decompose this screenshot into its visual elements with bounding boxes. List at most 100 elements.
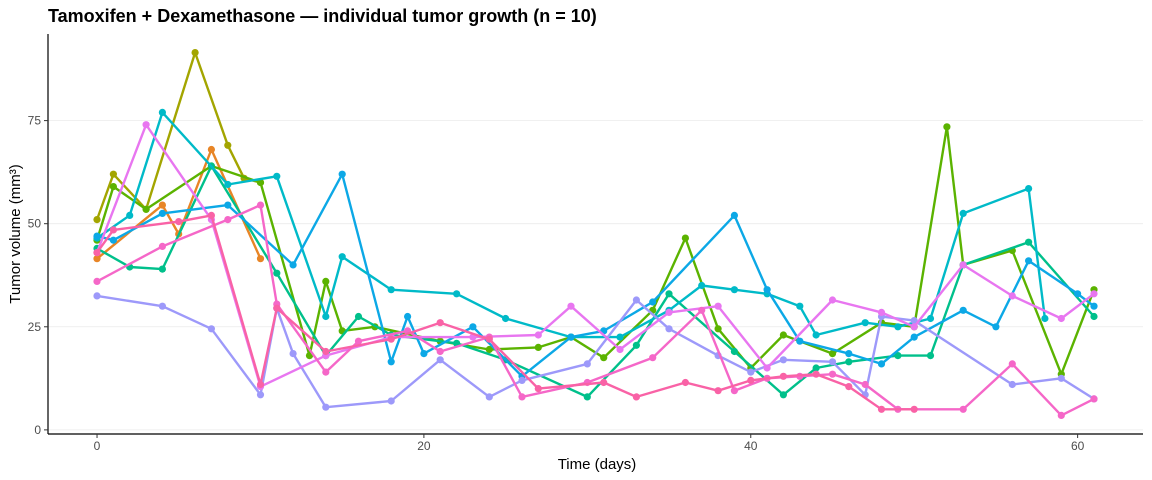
y-tick-label: 25 — [28, 320, 42, 334]
data-point — [256, 178, 265, 187]
data-point — [322, 347, 330, 356]
data-point — [436, 356, 444, 364]
data-point — [224, 141, 232, 149]
data-point — [387, 358, 395, 366]
data-point — [158, 108, 166, 116]
data-point — [714, 387, 722, 395]
data-point — [583, 360, 591, 368]
data-point — [93, 249, 101, 257]
data-point — [126, 211, 134, 219]
data-point — [877, 308, 886, 316]
axis-ticks: 0 25 50 75 0 20 40 60 — [28, 114, 1085, 453]
data-point — [747, 376, 755, 384]
data-point — [338, 170, 346, 178]
data-point — [534, 343, 542, 351]
data-point — [1025, 238, 1033, 246]
data-point — [730, 347, 739, 356]
data-point — [158, 201, 166, 209]
data-point — [926, 314, 935, 323]
data-point — [1090, 290, 1098, 298]
series-line — [95, 214, 916, 411]
data-point — [910, 405, 918, 413]
y-tick-label: 0 — [34, 423, 41, 437]
data-point — [109, 183, 117, 191]
data-point — [436, 319, 444, 327]
data-point — [845, 383, 853, 391]
data-point — [567, 302, 575, 310]
data-point — [1041, 314, 1049, 323]
data-point — [828, 370, 837, 378]
data-point — [93, 277, 101, 285]
data-point — [1008, 380, 1016, 389]
data-point — [354, 312, 363, 321]
data-point — [730, 211, 739, 219]
data-point — [453, 290, 461, 298]
data-point — [926, 352, 935, 360]
data-point — [910, 333, 918, 341]
data-point — [959, 306, 967, 314]
x-tick-label: 60 — [1071, 439, 1085, 453]
data-point — [959, 405, 967, 413]
data-point — [567, 333, 575, 341]
data-point — [779, 391, 788, 399]
data-point — [861, 380, 869, 389]
data-point — [256, 391, 265, 399]
data-point — [175, 218, 183, 226]
data-point — [273, 269, 281, 277]
data-point — [322, 403, 330, 411]
data-point — [877, 360, 886, 368]
data-point — [387, 397, 395, 405]
series-line — [95, 123, 1096, 388]
data-point — [256, 201, 265, 209]
data-series — [93, 49, 1098, 419]
data-point — [1057, 411, 1065, 419]
data-point — [1008, 292, 1016, 300]
data-point — [534, 385, 542, 393]
data-point — [894, 323, 902, 331]
y-tick-label: 50 — [28, 217, 42, 231]
data-point — [845, 350, 853, 358]
y-tick-label: 75 — [28, 114, 42, 128]
data-point — [1025, 257, 1033, 265]
data-point — [649, 298, 657, 306]
data-point — [469, 323, 477, 331]
data-point — [779, 356, 788, 364]
data-point — [845, 358, 853, 366]
data-point — [1057, 374, 1065, 382]
data-point — [698, 306, 706, 314]
data-point — [322, 368, 330, 376]
x-tick-label: 20 — [417, 439, 431, 453]
data-point — [158, 242, 166, 250]
data-point — [828, 296, 837, 304]
data-point — [289, 261, 297, 269]
data-point — [910, 317, 918, 325]
series-line — [95, 164, 1096, 399]
series-6 — [93, 170, 1098, 380]
data-point — [224, 180, 232, 189]
data-point — [420, 350, 428, 358]
data-point — [207, 211, 215, 219]
data-point — [779, 372, 788, 380]
data-point — [877, 405, 886, 413]
data-point — [354, 337, 363, 345]
data-point — [763, 364, 771, 372]
data-point — [109, 226, 117, 234]
data-point — [93, 255, 101, 263]
data-point — [158, 302, 166, 310]
data-point — [861, 319, 869, 327]
data-point — [1090, 302, 1098, 310]
data-point — [485, 345, 493, 354]
data-point — [289, 350, 297, 358]
data-point — [632, 341, 641, 349]
data-point — [534, 331, 542, 339]
series-5 — [93, 108, 1049, 341]
data-point — [322, 312, 330, 321]
data-point — [779, 331, 788, 339]
data-point — [763, 286, 771, 294]
data-point — [796, 302, 804, 310]
series-3 — [93, 123, 1098, 378]
data-point — [681, 234, 690, 242]
data-point — [338, 253, 346, 261]
series-line — [95, 111, 1047, 339]
data-point — [502, 314, 510, 323]
